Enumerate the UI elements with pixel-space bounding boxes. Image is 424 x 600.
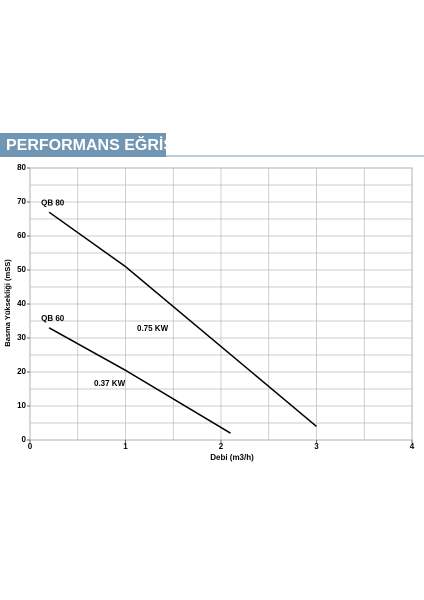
y-tick-label: 20 [17, 367, 26, 376]
x-tick-label: 0 [28, 442, 33, 451]
y-tick-label: 30 [17, 333, 26, 342]
y-tick-label: 40 [17, 299, 26, 308]
x-tick-label: 2 [219, 442, 224, 451]
chart-title: PERFORMANS EĞRİSİ [6, 135, 178, 154]
data-line [48, 327, 231, 434]
x-axis-label: Debi (m3/h) [210, 453, 254, 462]
y-tick-label: 50 [17, 265, 26, 274]
series-name: QB 60 [41, 314, 65, 323]
y-axis-label: Basma Yüksekliği (mSS) [3, 259, 12, 347]
y-tick-label: 0 [22, 435, 27, 444]
title-banner [0, 133, 166, 157]
y-tick-label: 80 [17, 163, 26, 172]
x-tick-label: 4 [410, 442, 415, 451]
banner-rule [166, 155, 424, 157]
x-tick-label: 1 [123, 442, 128, 451]
series-name: QB 80 [41, 198, 65, 207]
y-tick-label: 10 [17, 401, 26, 410]
y-tick-label: 70 [17, 197, 26, 206]
y-tick-label: 60 [17, 231, 26, 240]
series-annotation: 0.37 KW [94, 379, 126, 388]
series-annotation: 0.75 KW [137, 324, 169, 333]
x-tick-label: 3 [314, 442, 319, 451]
data-line [48, 211, 317, 427]
